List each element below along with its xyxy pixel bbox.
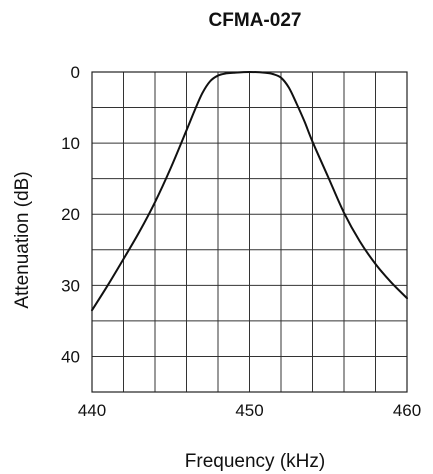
y-tick-label: 10 bbox=[61, 134, 80, 153]
x-tick-label: 440 bbox=[78, 401, 106, 420]
x-axis-ticks: 440 450 460 bbox=[78, 401, 421, 420]
y-tick-label: 30 bbox=[61, 276, 80, 295]
grid bbox=[92, 72, 407, 392]
attenuation-curve bbox=[91, 71, 408, 312]
x-axis-label: Frequency (kHz) bbox=[185, 451, 325, 472]
y-axis-label: Attenuation (dB) bbox=[12, 171, 33, 308]
x-tick-label: 460 bbox=[393, 401, 421, 420]
y-axis-ticks: 0 10 20 30 40 bbox=[61, 63, 80, 366]
y-tick-label: 20 bbox=[61, 205, 80, 224]
x-tick-label: 450 bbox=[235, 401, 263, 420]
y-tick-label: 0 bbox=[71, 63, 80, 82]
chart-title: CFMA-027 bbox=[209, 10, 302, 31]
y-tick-label: 40 bbox=[61, 347, 80, 366]
